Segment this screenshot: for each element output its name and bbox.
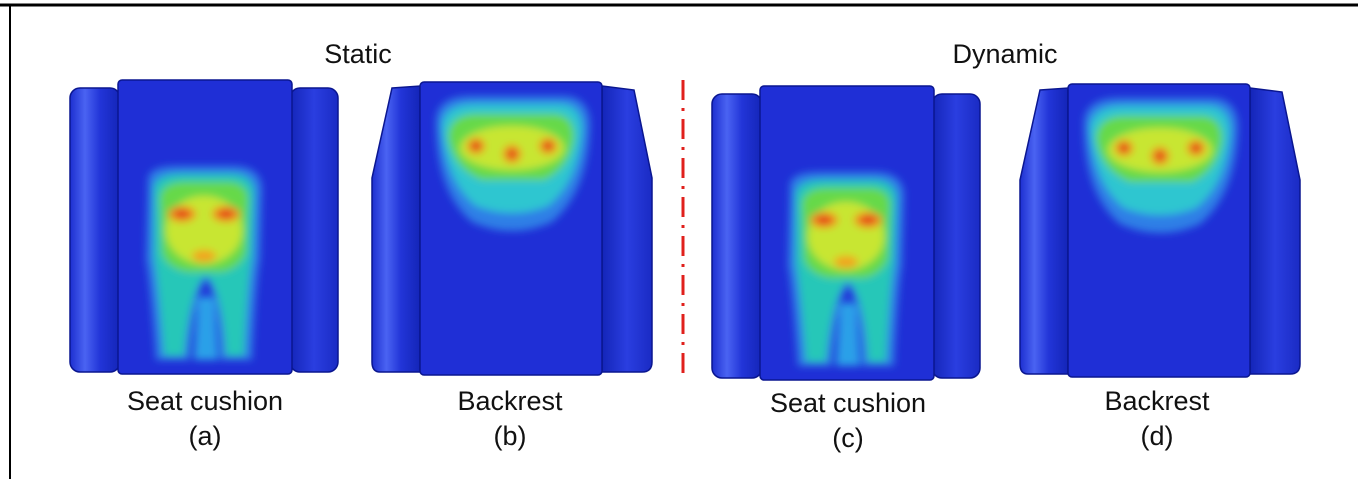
seat-pressure-map (70, 80, 338, 374)
panel-label: Seat cushion (770, 388, 926, 418)
backrest-pressure-map (372, 82, 652, 375)
panel-label: Backrest (1104, 386, 1210, 416)
panel-label: Seat cushion (127, 386, 283, 416)
panel-tag: (a) (189, 421, 222, 451)
panel-label: Backrest (457, 386, 563, 416)
seat-pressure-map (712, 86, 980, 380)
section-title: Dynamic (952, 39, 1057, 69)
backrest-pressure-map (1020, 84, 1300, 377)
panel-tag: (d) (1141, 421, 1174, 451)
panel-tag: (c) (832, 423, 863, 453)
figure: Static Dynamic Seat cushion (a) Backrest… (0, 0, 1358, 479)
section-title: Static (324, 39, 392, 69)
panel-tag: (b) (494, 421, 527, 451)
